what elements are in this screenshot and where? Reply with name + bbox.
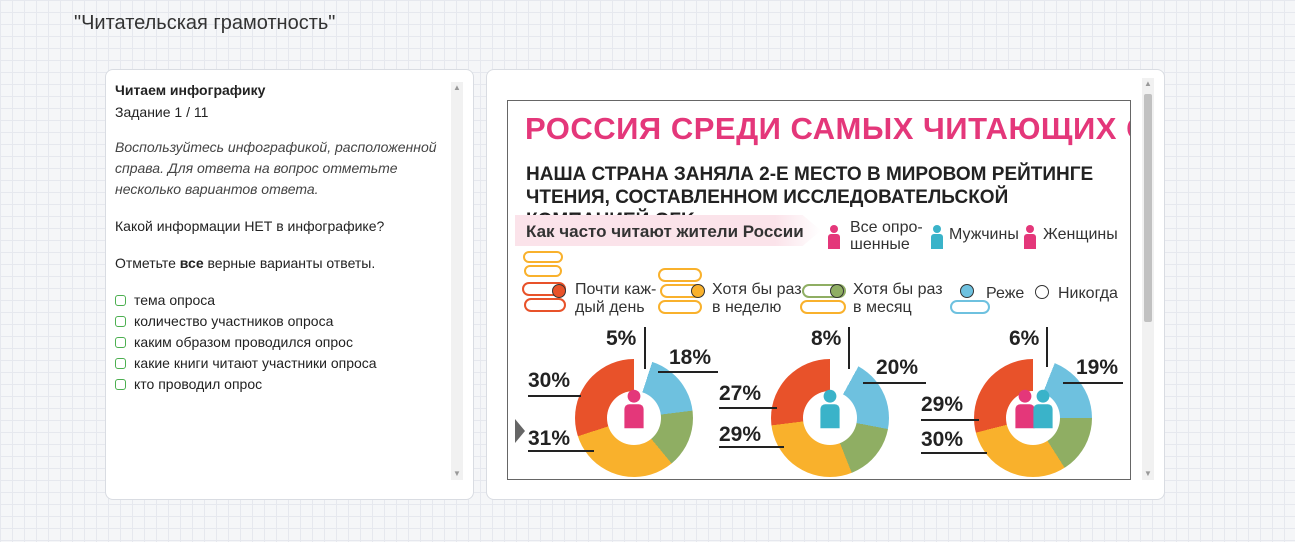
- leader-line: [1046, 327, 1048, 367]
- question-content: Читаем инфографику Задание 1 / 11 Воспол…: [115, 80, 445, 395]
- pct-label: 29%: [719, 423, 762, 446]
- prompt-text-end: верные варианты ответы.: [203, 255, 376, 271]
- scroll-down-icon[interactable]: ▼: [1144, 469, 1152, 478]
- legend-weekly-label: Хотя бы раз в неделю: [712, 281, 802, 316]
- leader-line: [528, 395, 581, 397]
- answer-option-label: каким образом проводился опрос: [134, 334, 353, 350]
- page-title: "Читательская грамотность": [74, 12, 336, 34]
- task-instruction: Воспользуйтесь инфографикой, расположенн…: [115, 139, 437, 197]
- answer-option-label: кто проводил опрос: [134, 376, 263, 392]
- pct-label: 30%: [921, 428, 964, 451]
- pct-label: 29%: [921, 393, 964, 416]
- infographic-band-text: Как часто читают жители России: [526, 222, 804, 241]
- scroll-thumb[interactable]: [1144, 94, 1152, 322]
- task-title: Читаем инфографику: [115, 82, 266, 98]
- scroll-up-icon[interactable]: ▲: [453, 83, 461, 92]
- leader-line: [644, 327, 646, 369]
- pct-label: 18%: [669, 346, 712, 369]
- legend-rarely-label: Реже: [986, 285, 1025, 302]
- answer-option[interactable]: количество участников опроса: [115, 311, 445, 332]
- side-tab-arrow-icon: [515, 419, 525, 443]
- answer-option-label: какие книги читают участники опроса: [134, 355, 377, 371]
- infographic-scrollbar[interactable]: ▲ ▼: [1142, 78, 1154, 480]
- pct-label: 30%: [528, 369, 571, 392]
- answer-option[interactable]: тема опроса: [115, 290, 445, 311]
- infographic-image: РОССИЯ СРЕДИ САМЫХ ЧИТАЮЩИХ СТРАН НАША С…: [507, 100, 1131, 480]
- gender-men-label: Мужчины: [949, 226, 1019, 243]
- leader-line: [848, 327, 850, 369]
- answer-option[interactable]: каким образом проводился опрос: [115, 332, 445, 353]
- checkbox[interactable]: [115, 295, 126, 306]
- women-icon: [623, 389, 645, 429]
- leader-line: [921, 452, 987, 454]
- men-icon: [819, 389, 841, 429]
- legend-never-dot-icon: [1035, 285, 1049, 299]
- legend-monthly-label: Хотя бы раз в месяц: [853, 281, 943, 316]
- task-counter: Задание 1 / 11: [115, 104, 209, 120]
- all-respondents-icon: [827, 225, 841, 249]
- leader-line: [921, 419, 979, 421]
- checkbox[interactable]: [115, 316, 126, 327]
- gender-all-label: Все опро- шенные: [850, 219, 923, 253]
- prompt-text-start: Отметьте: [115, 255, 180, 271]
- scroll-up-icon[interactable]: ▲: [1144, 79, 1152, 88]
- pct-label: 31%: [528, 427, 571, 450]
- prompt-text-bold: все: [179, 255, 204, 271]
- question-scrollbar[interactable]: ▲ ▼: [451, 82, 463, 480]
- pct-label: 27%: [719, 382, 762, 405]
- infographic-headline: РОССИЯ СРЕДИ САМЫХ ЧИТАЮЩИХ СТРАН: [525, 111, 1130, 146]
- legend-never-label: Никогда: [1058, 285, 1118, 302]
- scroll-down-icon[interactable]: ▼: [453, 469, 461, 478]
- answer-option[interactable]: какие книги читают участники опроса: [115, 353, 445, 374]
- legend-daily-label: Почти каж- дый день: [575, 281, 657, 316]
- men-icon: [930, 225, 944, 249]
- question-panel: Читаем инфографику Задание 1 / 11 Воспол…: [105, 69, 474, 500]
- answer-prompt: Отметьте все верные варианты ответы.: [115, 253, 445, 274]
- answer-option-label: количество участников опроса: [134, 313, 334, 329]
- answer-option[interactable]: кто проводил опрос: [115, 374, 445, 395]
- leader-line: [658, 371, 718, 373]
- pct-label: 6%: [1009, 327, 1040, 350]
- answer-options: тема опроса количество участников опроса…: [115, 290, 445, 395]
- gender-women-label: Женщины: [1043, 226, 1118, 243]
- all-respondents-icon: [1014, 389, 1036, 429]
- leader-line: [863, 382, 926, 384]
- leader-line: [719, 446, 784, 448]
- checkbox[interactable]: [115, 358, 126, 369]
- leader-line: [528, 450, 594, 452]
- checkbox[interactable]: [115, 379, 126, 390]
- checkbox[interactable]: [115, 337, 126, 348]
- infographic-panel: РОССИЯ СРЕДИ САМЫХ ЧИТАЮЩИХ СТРАН НАША С…: [486, 69, 1165, 500]
- infographic-band: [515, 215, 821, 246]
- answer-option-label: тема опроса: [134, 292, 216, 308]
- task-question: Какой информации НЕТ в инфографике?: [115, 218, 385, 234]
- pct-label: 20%: [876, 356, 919, 379]
- leader-line: [719, 407, 777, 409]
- all-respondents-icon: [1032, 389, 1054, 429]
- leader-line: [1063, 382, 1123, 384]
- women-icon: [1023, 225, 1037, 249]
- pct-label: 5%: [606, 327, 637, 350]
- pct-label: 19%: [1076, 356, 1119, 379]
- pct-label: 8%: [811, 327, 842, 350]
